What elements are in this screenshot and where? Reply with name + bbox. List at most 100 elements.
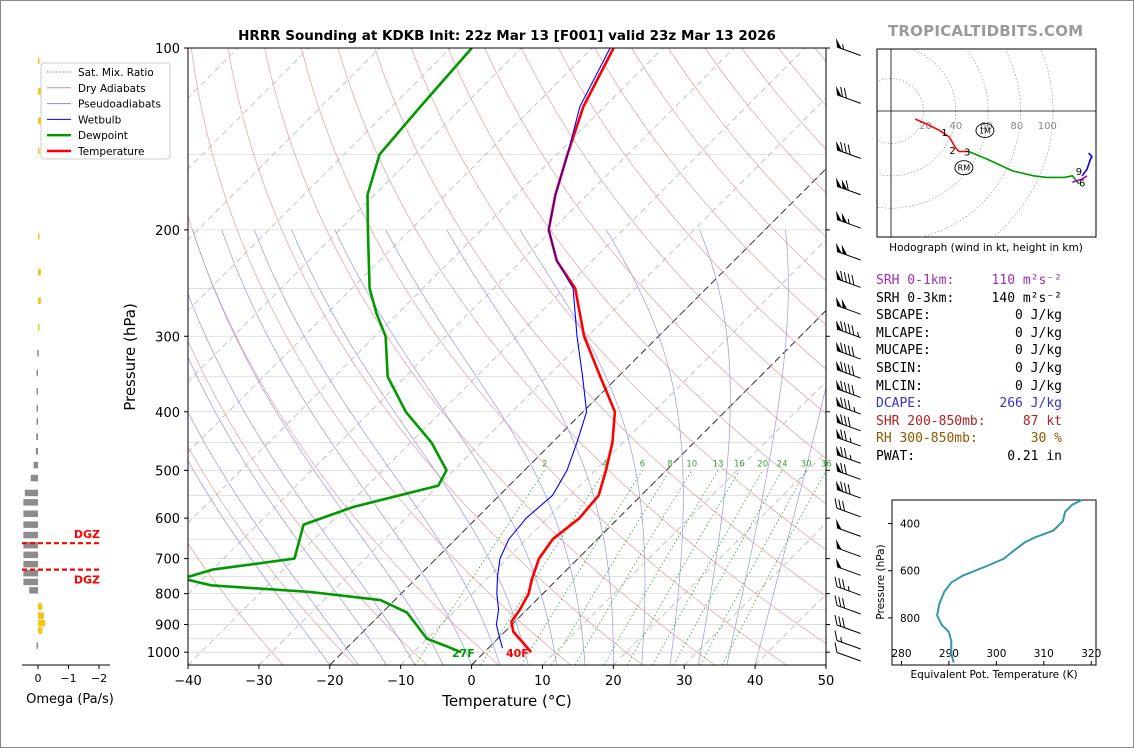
- hodograph-height-label: 2: [949, 146, 955, 157]
- wind-barb: [836, 360, 861, 379]
- omega-bar: [36, 405, 38, 412]
- legend: Sat. Mix. Ratio Dry Adiabats Pseudoadiabat…: [40, 62, 171, 160]
- barb-flag: [838, 577, 842, 589]
- index-value: 0.21 in: [1007, 449, 1062, 464]
- omega-bar: [36, 369, 38, 377]
- barb-pennant: [836, 379, 842, 391]
- theta-e-y-tick-label: 800: [900, 613, 920, 625]
- omega-bar: [30, 474, 38, 482]
- mixing-ratio-label: 10: [686, 459, 697, 469]
- barb-flag: [845, 180, 849, 191]
- pseudoadiabat: [254, 229, 501, 665]
- barb-pennant: [836, 296, 842, 308]
- wind-barb: [836, 396, 861, 415]
- index-label: RH 300-850mb:: [876, 431, 978, 447]
- barb-flag: [843, 382, 847, 393]
- theta-e-trace: [936, 499, 1083, 663]
- trace-wetbulb: [495, 48, 611, 649]
- y-tick-label: 200: [155, 224, 180, 239]
- omega-bar: [36, 433, 38, 440]
- wind-barb-column: [834, 38, 861, 662]
- x-tick-label: −20: [316, 674, 343, 689]
- barb-flag: [843, 362, 847, 374]
- wind-barb: [836, 445, 861, 464]
- index-value: 30 %: [1030, 431, 1062, 447]
- dry-adiabat: [264, 48, 715, 665]
- hodograph-ring-label: 60: [980, 121, 993, 132]
- legend-label: Temperature: [77, 146, 145, 158]
- x-tick-label: 0: [467, 674, 475, 689]
- wind-barb: [834, 614, 861, 634]
- wind-barb: [836, 296, 861, 315]
- barb-half-flag: [840, 637, 843, 643]
- omega-bar: [23, 510, 38, 517]
- barb-pennant: [841, 179, 848, 190]
- barb-pennant: [836, 38, 842, 49]
- barb-flag: [847, 383, 851, 394]
- hodograph-height-label: 3: [964, 148, 970, 159]
- brand-watermark: TROPICALTIDBITS.COM: [888, 22, 1084, 40]
- omega-bar: [36, 388, 38, 395]
- wind-barb: [836, 140, 861, 159]
- pseudoadiabat: [334, 229, 557, 665]
- omega-bar: [35, 448, 38, 455]
- barb-pennant: [836, 461, 842, 473]
- barb-pennant: [836, 428, 842, 440]
- y-tick-label: 100: [155, 42, 180, 57]
- mixing-ratio-label: 24: [777, 459, 788, 469]
- index-row: SBCAPE: 0 J/kg: [0, 308, 1134, 326]
- omega-bar: [38, 57, 40, 65]
- index-row: SHR 200-850mb: 87 kt: [0, 414, 1134, 432]
- mixing-ratio-line: [699, 470, 807, 665]
- dry-adiabat: [188, 215, 500, 665]
- index-row: MLCAPE: 0 J/kg: [0, 326, 1134, 344]
- y-tick-label: 500: [155, 464, 180, 479]
- pseudoadiabat: [221, 229, 472, 665]
- barb-flag: [851, 325, 855, 336]
- omega-bar: [36, 642, 38, 649]
- barb-flag: [851, 384, 855, 396]
- theta-e-x-tick-label: 290: [939, 648, 959, 660]
- barb-half-flag: [849, 437, 852, 443]
- storm-motion-marker: [975, 122, 995, 138]
- skew-axes: −40 −30 −20 −10 0 10 20 30 40 50 100 200 300 400 500 60…: [147, 42, 834, 689]
- index-value: 87 kt: [1022, 413, 1062, 429]
- barb-flag: [840, 446, 844, 457]
- pseudoadiabat: [698, 229, 731, 665]
- hodograph: 20 40 60 80 100 12 3 69 1M RM: [876, 48, 1097, 238]
- barb-pennant: [836, 539, 842, 550]
- dry-adiabat: [188, 446, 356, 665]
- index-label: SRH 0-1km:: [876, 273, 955, 288]
- dry-adiabat: [337, 48, 826, 645]
- mixing-ratio-line: [480, 470, 606, 665]
- index-value: 0 J/kg: [1015, 361, 1062, 376]
- y-tick-label: 300: [155, 330, 180, 345]
- wind-barb: [834, 498, 861, 518]
- mixing-ratio-label: 20: [757, 459, 768, 469]
- omega-tick-label: −2: [91, 672, 107, 685]
- barb-flag: [847, 345, 851, 356]
- barb-flag: [843, 272, 847, 283]
- barb-flag: [843, 415, 847, 426]
- barb-flag: [840, 462, 844, 474]
- theta-e-x-tick-label: 280: [891, 648, 911, 660]
- pseudoadiabat: [754, 385, 826, 665]
- barb-flag: [847, 273, 851, 284]
- y-tick-label: 1000: [147, 646, 180, 661]
- barb-flag: [834, 498, 838, 509]
- y-tick-label: 800: [155, 588, 180, 603]
- barb-flag: [843, 482, 847, 494]
- omega-tick-label: −1: [60, 672, 76, 685]
- dry-adiabat: [447, 48, 826, 505]
- y-tick-label: 900: [155, 619, 180, 634]
- mixing-ratio-label: 16: [734, 459, 745, 469]
- omega-bar: [23, 531, 38, 539]
- omega-bar: [38, 603, 43, 610]
- index-value: 0 J/kg: [1015, 378, 1062, 394]
- hodograph-ring-label: 20: [919, 121, 932, 132]
- index-value: 110 m²s⁻²: [991, 273, 1062, 288]
- pseudoadiabat: [519, 229, 646, 665]
- theta-e-frame: [891, 499, 1097, 666]
- omega-bar: [38, 324, 40, 331]
- barb-flag: [851, 346, 855, 357]
